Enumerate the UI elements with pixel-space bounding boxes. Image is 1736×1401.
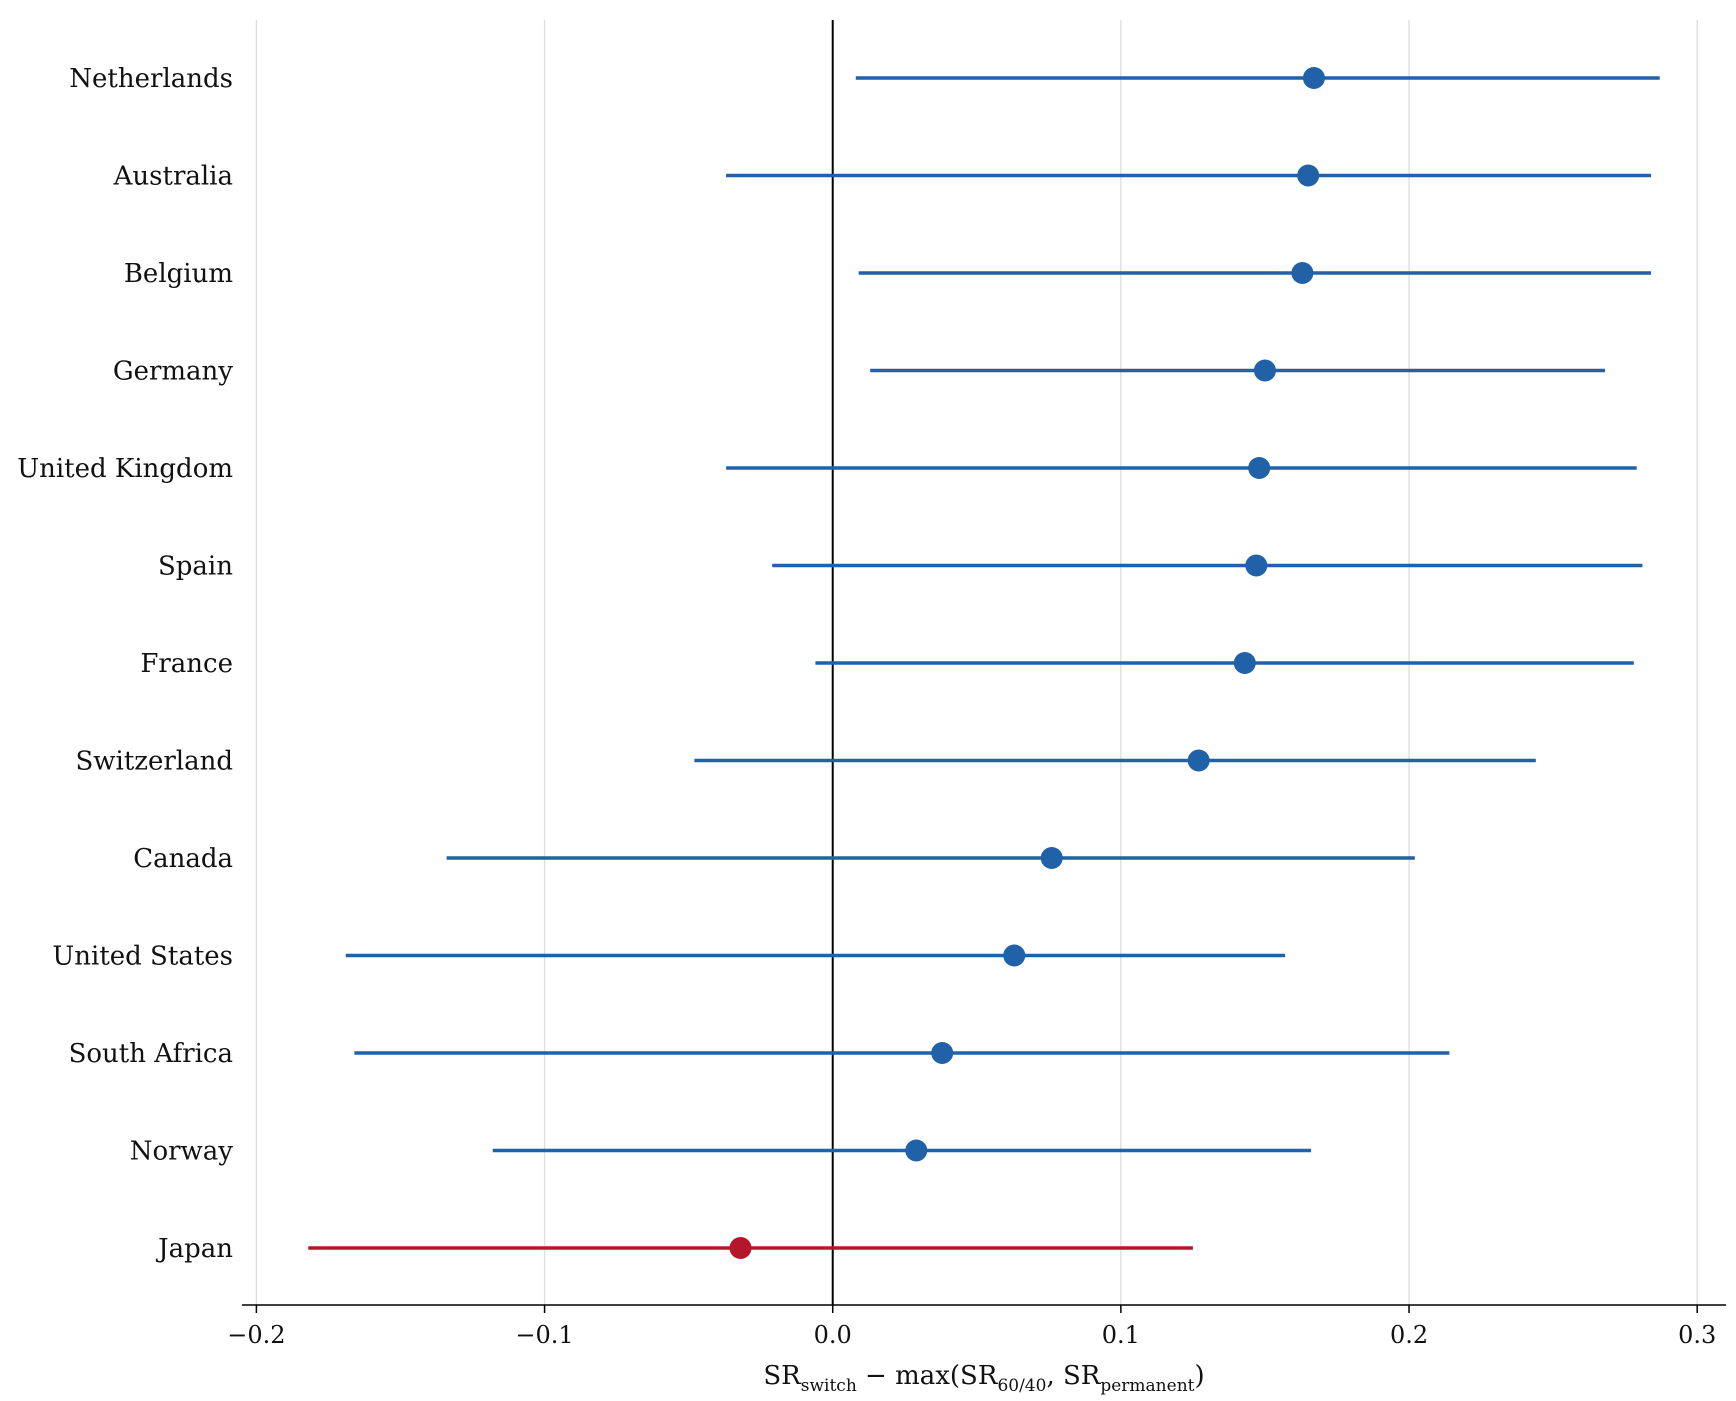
country-label-united-states: United States [52, 942, 233, 972]
country-label-norway: Norway [130, 1137, 234, 1167]
x-tick-label-1: −0.1 [515, 1321, 573, 1349]
x-axis-title-close: ) [1194, 1361, 1204, 1391]
point-spain [1245, 554, 1268, 577]
point-germany [1253, 359, 1276, 382]
point-netherlands [1302, 67, 1325, 89]
country-label-belgium: Belgium [124, 259, 233, 289]
x-axis-title-sub-permanent: permanent [1100, 1376, 1194, 1396]
country-label-united-kingdom: United Kingdom [17, 454, 233, 484]
country-label-netherlands: Netherlands [69, 64, 233, 94]
point-south-africa [931, 1042, 954, 1064]
point-united-kingdom [1248, 457, 1271, 479]
country-label-spain: Spain [158, 552, 233, 582]
country-label-france: France [140, 649, 233, 679]
points-layer [729, 67, 1325, 1259]
country-label-switzerland: Switzerland [75, 747, 233, 777]
x-axis: −0.2 −0.1 0.0 0.1 0.2 0.3 [227, 1304, 1726, 1349]
point-australia [1297, 164, 1320, 187]
x-axis-title-sr1: SR [763, 1361, 802, 1391]
x-axis-title-sub-6040: 60/40 [997, 1376, 1046, 1396]
point-belgium [1291, 262, 1314, 284]
point-japan [729, 1237, 752, 1259]
point-canada [1040, 847, 1063, 869]
country-label-germany: Germany [113, 357, 233, 387]
ci-lines-layer [308, 76, 1660, 1250]
country-labels-layer: Netherlands Australia Belgium Germany United… [17, 64, 233, 1264]
point-switzerland [1187, 749, 1210, 772]
country-label-canada: Canada [133, 844, 233, 874]
x-tick-label-5: 0.3 [1678, 1321, 1716, 1349]
x-axis-title-comma-sr: , SR [1046, 1361, 1101, 1391]
x-axis-title: SRswitch − max(SR60/40, SRpermanent) [763, 1361, 1204, 1396]
point-united-states [1003, 944, 1026, 967]
country-label-japan: Japan [155, 1234, 233, 1264]
x-tick-label-4: 0.2 [1390, 1321, 1428, 1349]
point-norway [905, 1139, 928, 1162]
country-label-australia: Australia [113, 162, 233, 192]
x-tick-label-0: −0.2 [227, 1321, 285, 1349]
x-tick-label-3: 0.1 [1102, 1321, 1140, 1349]
point-france [1233, 652, 1256, 674]
country-label-south-africa: South Africa [69, 1039, 233, 1069]
x-axis-title-minus-max: − max(SR [857, 1361, 999, 1391]
x-tick-label-2: 0.0 [814, 1321, 852, 1349]
x-axis-title-sub-switch: switch [801, 1376, 857, 1396]
